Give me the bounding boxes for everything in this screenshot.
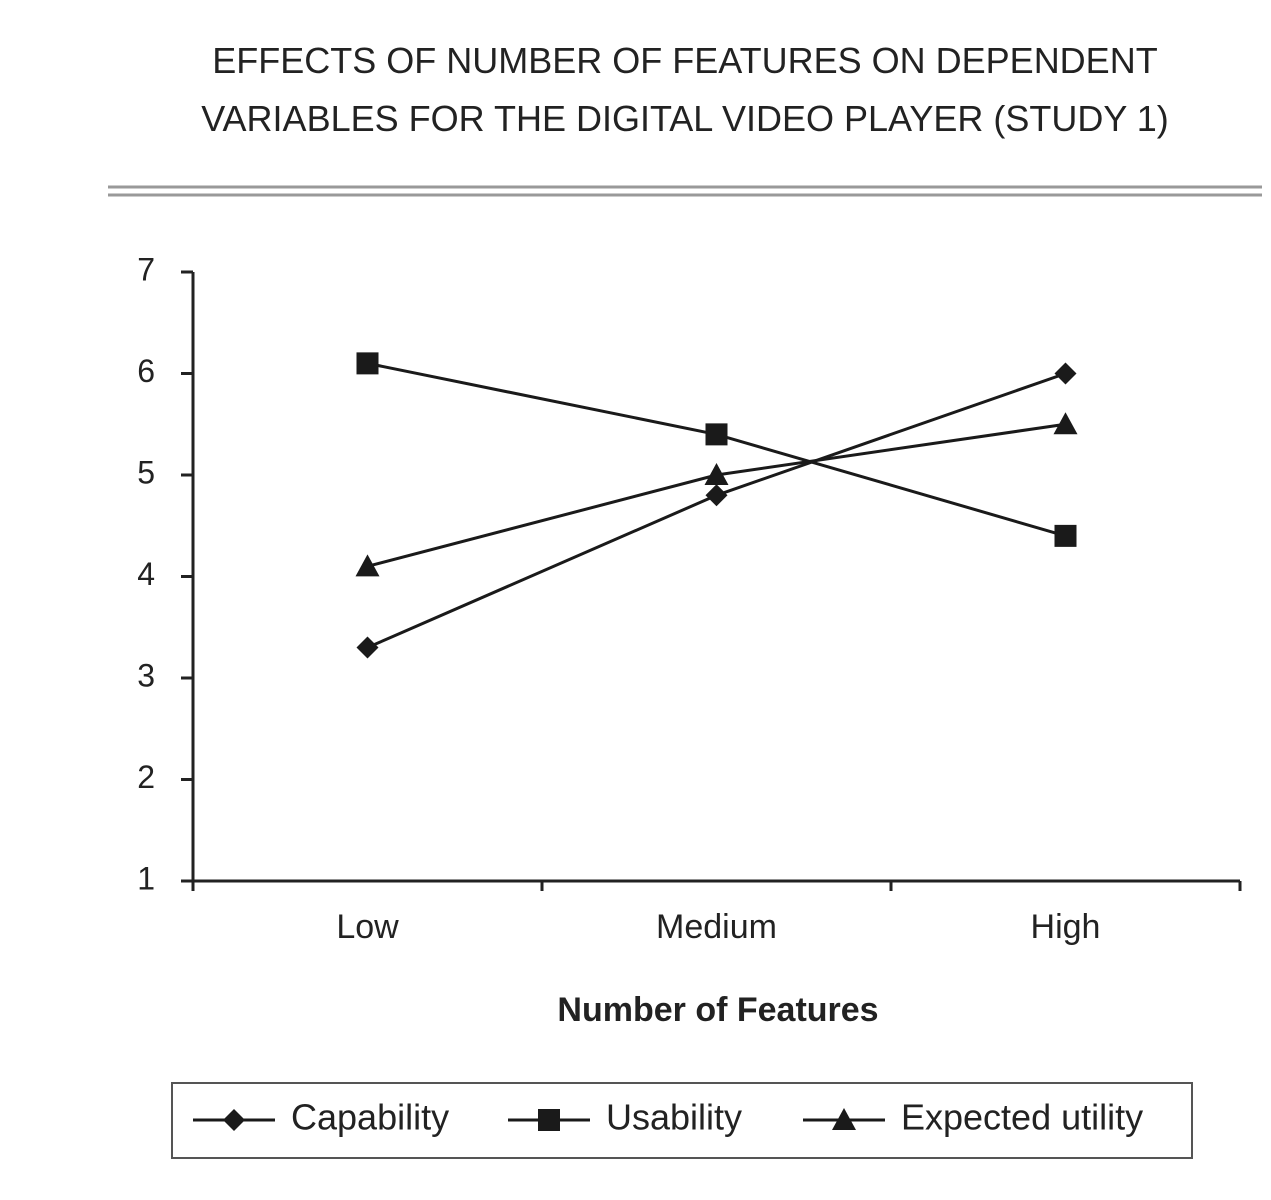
data-point [704,463,729,485]
series-line [367,361,1066,538]
data-point [355,554,380,577]
chart-title: EFFECTS OF NUMBER OF FEATURES ON DEPENDE… [201,40,1169,139]
y-tick-label: 1 [137,860,155,896]
data-point [1054,362,1077,385]
data-point [356,636,379,659]
series-line [366,372,1066,649]
y-tick-label: 3 [137,657,155,693]
legend-label: Capability [291,1097,449,1138]
legend-box [171,1082,1193,1159]
data-point [705,423,728,446]
y-tick-label: 2 [137,759,155,795]
data-point [1053,412,1078,435]
x-tick-label: Low [336,908,399,946]
x-axis-title: Number of Features [557,991,878,1029]
y-tick-label: 6 [137,353,155,389]
legend-marker [223,1109,245,1131]
legend-marker [832,1108,856,1130]
x-tick-label: High [1031,908,1101,946]
data-point [1054,524,1077,547]
y-tick-label: 7 [137,251,155,287]
y-tick-label: 5 [137,454,155,490]
data-point [356,352,379,375]
x-tick-label: Medium [656,908,777,946]
legend-marker [538,1109,560,1131]
legend-label: Expected utility [901,1097,1143,1138]
y-tick-label: 4 [137,556,155,592]
legend-label: Usability [606,1097,742,1138]
data-point [705,484,728,507]
